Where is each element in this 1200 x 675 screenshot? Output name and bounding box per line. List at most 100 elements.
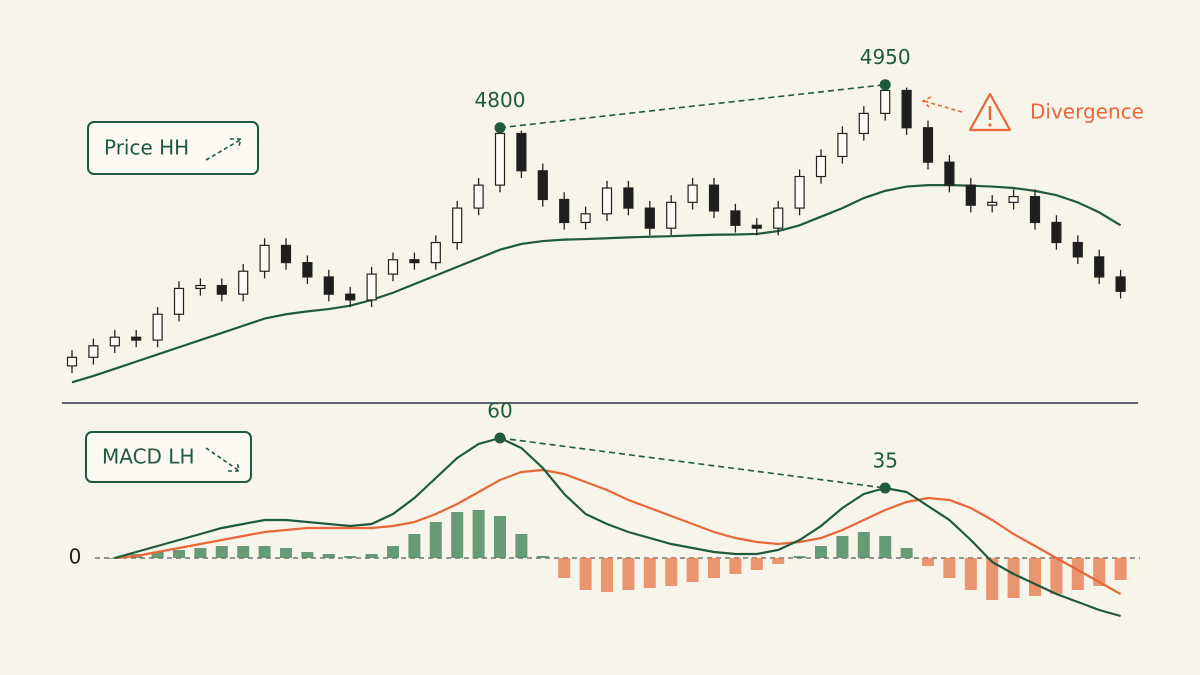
candle-body <box>88 345 99 358</box>
peak-label: 35 <box>872 449 897 473</box>
warning-icon <box>988 123 992 127</box>
candle-body <box>1008 196 1019 203</box>
candle-body <box>238 270 249 295</box>
histogram-bar <box>643 558 656 588</box>
histogram-bar <box>601 558 613 592</box>
candle-body <box>623 187 634 209</box>
candle-body <box>858 112 869 135</box>
histogram-bar <box>151 552 164 558</box>
candle-body <box>473 184 484 209</box>
histogram-bar <box>922 558 934 566</box>
candle-body <box>794 175 805 209</box>
histogram-bar <box>879 536 892 558</box>
histogram-bar <box>1029 558 1041 596</box>
macd-line <box>114 436 1121 618</box>
candle-body <box>708 184 720 212</box>
histogram-bar <box>301 552 314 558</box>
histogram-bar <box>408 534 421 558</box>
candle-body <box>216 284 227 295</box>
histogram-bar <box>1050 558 1063 594</box>
y-tick-label: 0 <box>69 545 82 569</box>
candle-body <box>987 201 998 206</box>
candle-body <box>66 356 78 367</box>
histogram-bar <box>729 558 742 574</box>
candle-body <box>1051 221 1062 244</box>
histogram-bar <box>1114 558 1127 580</box>
candle-body <box>516 132 527 172</box>
histogram-bar <box>622 558 635 590</box>
histogram-bar <box>451 512 464 558</box>
divergence-line <box>499 83 886 129</box>
candle-body <box>430 241 441 264</box>
warning-icon <box>968 92 1012 132</box>
peak-dot <box>879 79 891 91</box>
candle-body <box>944 161 955 186</box>
candle-body <box>687 184 698 203</box>
candle-body <box>773 207 784 229</box>
histogram-bar <box>772 558 785 564</box>
candle-body <box>922 127 934 163</box>
candle-body <box>366 273 377 301</box>
histogram-bar <box>280 548 292 558</box>
candle-body <box>730 210 741 226</box>
candle-body <box>1072 241 1083 258</box>
histogram-bar <box>793 556 806 558</box>
histogram-bar <box>986 558 999 600</box>
label-box <box>87 121 259 175</box>
histogram-bar <box>429 522 442 558</box>
peak-label: 4800 <box>475 88 526 112</box>
candle-body <box>259 244 270 272</box>
histogram-bar <box>836 536 849 558</box>
candle-body <box>494 132 506 186</box>
signal-line <box>114 468 1122 595</box>
arrow-icon <box>205 447 240 472</box>
histogram-bar <box>387 546 399 558</box>
candle-body <box>666 201 677 229</box>
histogram-bar <box>900 548 913 558</box>
candle-body <box>601 187 613 215</box>
histogram-bar <box>708 558 720 578</box>
histogram-bar <box>750 558 763 570</box>
histogram-bar <box>322 554 335 558</box>
peak-dot <box>879 482 891 494</box>
histogram-bar <box>558 558 571 578</box>
candle-body <box>109 336 120 347</box>
label-box <box>85 431 252 483</box>
panel-label: Price HH <box>104 136 189 160</box>
candle-body <box>580 213 591 224</box>
histogram-bar <box>579 558 592 590</box>
histogram-bar <box>943 558 956 578</box>
candle-body <box>1029 196 1041 224</box>
histogram-bar <box>686 558 699 582</box>
panel-label: MACD LH <box>102 445 195 469</box>
histogram-bar <box>665 558 678 586</box>
candle-body <box>152 313 163 341</box>
candle-body <box>280 244 292 264</box>
histogram-bar <box>1071 558 1084 590</box>
histogram-bar <box>194 548 207 558</box>
candle-body <box>345 293 356 301</box>
candle-body <box>195 284 206 290</box>
histogram-bar <box>258 546 271 558</box>
histogram-bar <box>108 558 121 559</box>
arrow-icon <box>205 138 243 161</box>
histogram-bar <box>857 532 870 558</box>
annotation-arrow <box>921 96 963 113</box>
histogram-bar <box>1007 558 1020 598</box>
histogram-bar <box>472 510 485 558</box>
histogram-bar <box>815 546 827 558</box>
candle-body <box>880 89 891 114</box>
divergence-line <box>499 437 886 489</box>
candle-body <box>559 198 570 224</box>
candle-body <box>323 276 334 295</box>
candle-body <box>1094 256 1105 278</box>
histogram-bar <box>237 546 250 558</box>
peak-label: 60 <box>487 399 512 423</box>
candle-body <box>409 259 420 264</box>
candle-body <box>965 184 976 206</box>
candle-body <box>837 132 848 158</box>
histogram-bar <box>1093 558 1106 586</box>
candle-body <box>452 207 463 244</box>
